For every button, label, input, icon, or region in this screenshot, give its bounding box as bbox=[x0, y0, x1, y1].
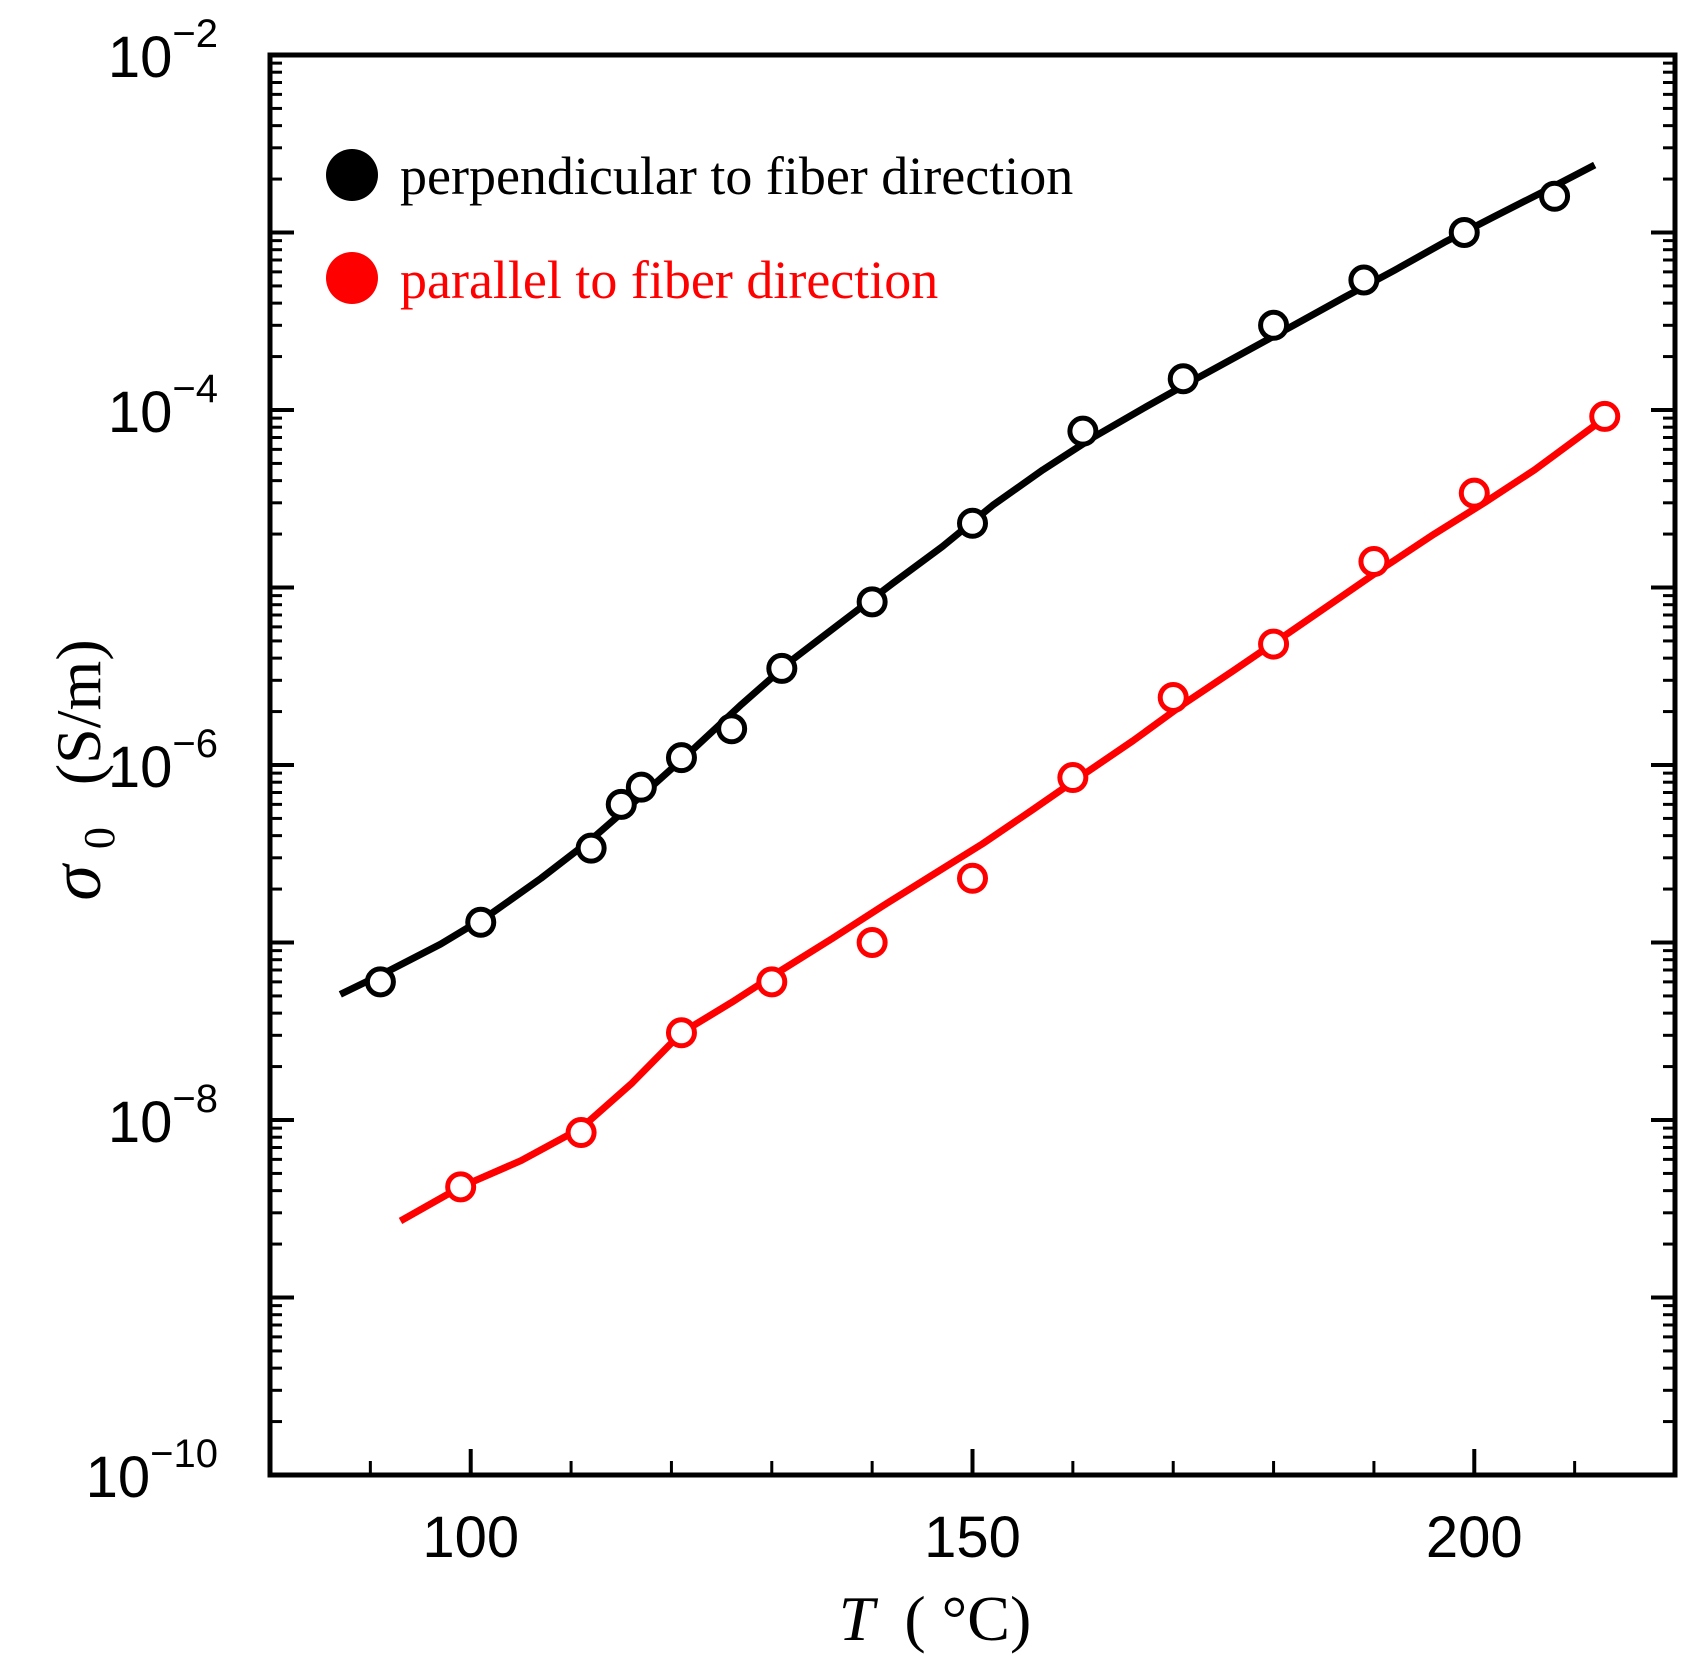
x-tick-label: 100 bbox=[422, 1505, 519, 1570]
x-axis-unit: ( °C) bbox=[904, 1583, 1031, 1654]
data-point-series-1 bbox=[756, 966, 788, 998]
data-point-series-1 bbox=[1157, 682, 1189, 714]
data-point-series-0 bbox=[1539, 180, 1571, 212]
data-point-series-1 bbox=[856, 927, 888, 958]
data-point-series-1 bbox=[445, 1171, 477, 1203]
legend: perpendicular to fiber direction paralle… bbox=[326, 146, 1073, 310]
data-point-series-0 bbox=[957, 507, 988, 539]
y-tick-label: 10−4 bbox=[108, 367, 218, 445]
data-point-series-0 bbox=[1067, 415, 1099, 447]
data-point-series-0 bbox=[364, 966, 396, 998]
data-point-series-0 bbox=[1448, 217, 1480, 248]
y-tick-exponent: −10 bbox=[150, 1432, 218, 1476]
y-tick-exponent: −2 bbox=[172, 12, 218, 56]
data-point-series-0 bbox=[716, 713, 748, 745]
y-tick-label: 10−6 bbox=[108, 722, 218, 800]
data-point-series-0 bbox=[856, 586, 888, 618]
y-tick-label: 10−10 bbox=[86, 1432, 218, 1510]
data-point-series-1 bbox=[1589, 400, 1621, 432]
legend-label-perpendicular: perpendicular to fiber direction bbox=[400, 146, 1073, 206]
data-point-series-1 bbox=[957, 862, 988, 894]
data-point-series-0 bbox=[665, 742, 697, 774]
y-axis-unit: (S/m) bbox=[43, 639, 114, 785]
x-axis-symbol: T bbox=[839, 1583, 879, 1654]
data-point-series-1 bbox=[665, 1017, 697, 1049]
data-point-series-0 bbox=[465, 906, 497, 938]
legend-item-parallel: parallel to fiber direction bbox=[326, 250, 938, 310]
data-point-series-0 bbox=[766, 652, 798, 684]
data-point-series-0 bbox=[605, 788, 637, 820]
minor-ticks bbox=[270, 61, 1675, 1475]
data-point-series-0 bbox=[1258, 309, 1290, 341]
legend-label-parallel: parallel to fiber direction bbox=[400, 250, 938, 310]
data-point-series-1 bbox=[1258, 628, 1290, 660]
y-tick-base: 10 bbox=[108, 1090, 173, 1155]
y-tick-label: 10−2 bbox=[108, 12, 218, 90]
legend-marker-black bbox=[326, 149, 378, 201]
x-tick-label: 150 bbox=[924, 1505, 1021, 1570]
data-point-series-1 bbox=[1358, 546, 1390, 578]
y-tick-exponent: −8 bbox=[172, 1077, 218, 1121]
y-axis-symbol: σ bbox=[36, 863, 116, 901]
data-point-series-1 bbox=[1458, 477, 1490, 509]
y-tick-exponent: −4 bbox=[172, 367, 218, 411]
y-tick-exponent: −6 bbox=[172, 722, 218, 766]
x-tick-labels: 100 150 200 bbox=[422, 1505, 1522, 1570]
data-point-series-0 bbox=[1167, 363, 1199, 395]
y-tick-label: 10−8 bbox=[108, 1077, 218, 1155]
data-markers bbox=[364, 180, 1621, 1203]
y-tick-base: 10 bbox=[108, 380, 173, 445]
legend-marker-red bbox=[326, 252, 378, 304]
y-axis-title: σ 0 (S/m) bbox=[36, 639, 128, 900]
y-tick-base: 10 bbox=[86, 1445, 151, 1510]
fit-curves bbox=[338, 161, 1607, 1224]
legend-item-perpendicular: perpendicular to fiber direction bbox=[326, 146, 1073, 206]
x-tick-label: 200 bbox=[1426, 1505, 1523, 1570]
y-axis-subscript: 0 bbox=[75, 827, 124, 849]
data-point-series-1 bbox=[1057, 762, 1089, 794]
y-tick-base: 10 bbox=[108, 25, 173, 90]
data-point-series-1 bbox=[565, 1117, 597, 1149]
data-point-series-0 bbox=[575, 832, 607, 864]
plot-frame bbox=[267, 52, 1678, 1478]
data-point-series-0 bbox=[625, 771, 657, 803]
x-axis-title: T ( °C) bbox=[839, 1583, 1032, 1654]
fit-line-series-1 bbox=[398, 415, 1607, 1224]
y-tick-base: 10 bbox=[108, 735, 173, 800]
data-point-series-0 bbox=[1348, 264, 1380, 296]
